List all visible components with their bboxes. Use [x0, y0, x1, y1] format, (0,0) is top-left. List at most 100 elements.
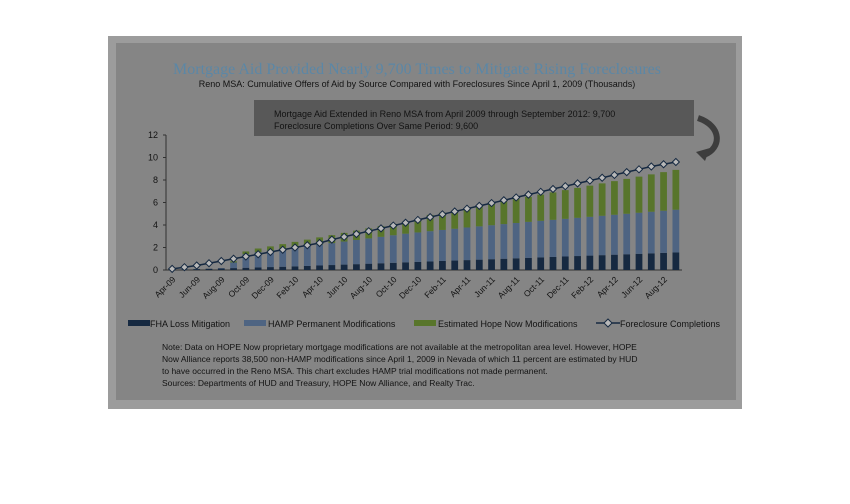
bar-segment	[303, 265, 311, 270]
bar-segment	[672, 252, 680, 270]
bar-segment	[365, 263, 373, 270]
foreclosure-point	[462, 204, 472, 213]
foreclosure-point	[266, 247, 275, 257]
bar-segment	[414, 232, 422, 262]
foreclosure-point	[167, 264, 177, 274]
foreclosure-point	[229, 254, 238, 263]
bar-segment	[500, 258, 508, 270]
bar-segment	[475, 226, 483, 260]
bar-segment	[402, 221, 409, 234]
foreclosure-point	[634, 165, 644, 174]
bar-segment	[303, 246, 311, 266]
foreclosure-point	[573, 179, 582, 188]
bar-segment	[623, 213, 631, 255]
foreclosure-point	[597, 173, 607, 182]
x-tick-label: Aug-12	[643, 274, 670, 301]
bar-segment	[561, 190, 569, 219]
bar-segment	[267, 267, 274, 270]
foreclosure-point	[425, 212, 435, 222]
foreclosure-point	[352, 229, 361, 239]
bar-segment	[242, 267, 250, 270]
x-tick-label: Apr-09	[152, 274, 177, 299]
bar-segment	[623, 178, 631, 214]
bar-segment	[574, 187, 581, 218]
legend-swatch-hamp	[244, 320, 266, 326]
x-tick-label: Apr-11	[448, 274, 473, 299]
annotation-box	[254, 100, 694, 136]
bar-segment	[660, 210, 667, 253]
bar-segment	[279, 266, 287, 270]
bar-segment	[549, 256, 557, 270]
bar-segment	[316, 265, 323, 270]
bar-segment	[439, 212, 446, 230]
bar-segment	[512, 199, 520, 223]
chart-line	[167, 157, 681, 274]
legend-label-hope: Estimated Hope Now Modifications	[438, 319, 578, 329]
bar-segment	[426, 214, 434, 232]
bar-segment	[316, 244, 323, 266]
x-tick-label: Dec-11	[545, 274, 571, 300]
chart-title: Mortgage Aid Provided Nearly 9,700 Times…	[173, 61, 661, 78]
foreclosure-point	[536, 187, 545, 197]
bar-segment	[328, 243, 336, 266]
bar-segment	[525, 221, 532, 258]
bar-segment	[623, 254, 631, 270]
x-tick-label: Jun-12	[619, 274, 645, 300]
bar-segment	[598, 215, 606, 256]
chart-axes	[163, 134, 682, 271]
foreclosure-point	[622, 167, 631, 177]
bar-segment	[279, 249, 287, 267]
legend-label-foreclosure: Foreclosure Completions	[620, 319, 721, 329]
bar-segment	[647, 174, 655, 212]
annotation-arrow	[696, 115, 720, 158]
foreclosure-point	[327, 235, 337, 244]
foreclosure-point	[303, 241, 312, 250]
foreclosure-point	[241, 252, 251, 261]
bar-segment	[389, 235, 397, 263]
y-tick-label: 4	[153, 220, 158, 230]
bar-segment	[488, 225, 495, 260]
foreclosure-point	[475, 201, 484, 211]
x-tick-label: Oct-10	[374, 274, 399, 299]
chart-subtitle: Reno MSA: Cumulative Offers of Aid by So…	[199, 79, 636, 89]
foreclosure-point	[278, 245, 287, 254]
bar-segment	[488, 259, 495, 270]
x-tick-label: Jun-11	[472, 274, 497, 299]
bar-segment	[475, 259, 483, 270]
foreclosure-point	[315, 238, 324, 248]
bar-segment	[340, 264, 348, 270]
bar-segment	[647, 211, 655, 254]
bar-segment	[365, 238, 373, 264]
bar-segment	[377, 236, 385, 264]
bar-segment	[230, 268, 237, 270]
bar-segment	[537, 194, 545, 221]
foreclosure-point	[204, 259, 214, 268]
bar-segment	[586, 216, 594, 256]
y-tick-label: 6	[153, 198, 158, 208]
bar-segment	[598, 183, 606, 216]
bar-segment	[439, 261, 446, 270]
bar-segment	[500, 224, 508, 259]
legend: FHA Loss Mitigation HAMP Permanent Modif…	[128, 318, 721, 329]
foreclosure-point	[610, 170, 619, 180]
bar-segment	[611, 181, 618, 215]
foreclosure-point	[290, 243, 300, 252]
bar-segment	[230, 262, 237, 269]
bar-segment	[549, 192, 557, 220]
bar-segment	[525, 257, 532, 270]
foreclosure-point	[450, 207, 459, 216]
bar-segment	[635, 176, 643, 213]
foreclosure-point	[217, 256, 226, 266]
x-tick-label: Oct-11	[521, 274, 546, 299]
x-tick-label: Dec-10	[397, 274, 424, 301]
bar-segment	[611, 214, 618, 255]
bar-segment	[439, 229, 446, 261]
foreclosure-point	[364, 226, 373, 236]
bar-segment	[377, 263, 385, 270]
annotation-line-1: Mortgage Aid Extended in Reno MSA from A…	[274, 109, 615, 119]
bar-segment	[537, 220, 545, 258]
foreclosure-point	[389, 221, 398, 230]
foreclosure-point	[401, 218, 410, 227]
legend-swatch-fha	[128, 320, 150, 326]
bar-segment	[402, 262, 409, 270]
